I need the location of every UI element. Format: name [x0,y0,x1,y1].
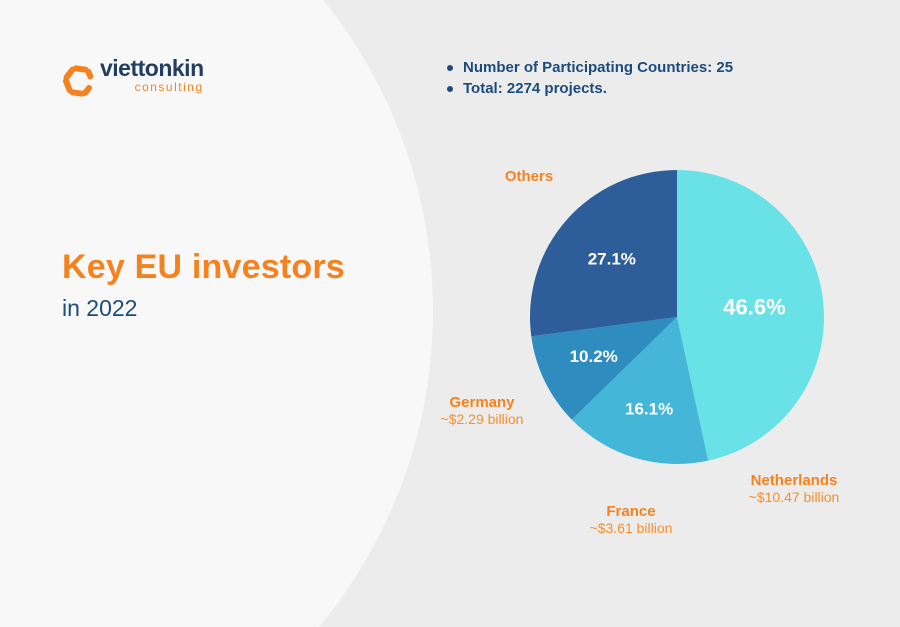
slice-label-country: Germany [449,394,515,411]
bullet-dot-icon [447,65,453,71]
slice-label-country: France [606,503,656,520]
slice-label-germany: Germany ~$2.29 billion [441,394,524,427]
pie-percent-label-netherlands: 46.6% [723,295,785,320]
slice-label-netherlands: Netherlands ~$10.47 billion [749,472,840,505]
page-title: Key EU investors [62,248,345,286]
slice-label-others: Others [505,168,553,185]
pie-slice-france [571,317,709,465]
stat-item-countries: Number of Participating Countries: 25 [447,60,733,76]
background-circle-decoration [0,0,433,627]
viettonkin-hexagon-c-icon [62,65,94,97]
slice-label-france: France ~$3.61 billion [590,503,673,536]
pie-chart: 46.6% 16.1% 10.2% 27.1% [530,170,825,465]
logo-subbrand: consulting [134,80,204,95]
stats-list: Number of Participating Countries: 25 To… [447,60,733,102]
bullet-dot-icon [447,86,453,92]
stat-text-projects: Total: 2274 projects. [463,80,607,97]
stat-item-projects: Total: 2274 projects. [447,81,733,97]
pie-percent-label-germany: 10.2% [570,347,618,366]
pie-percent-label-others: 27.1% [588,249,636,268]
logo: viettonkin consulting [60,55,204,104]
slice-label-amount: ~$2.29 billion [440,411,524,427]
pie-slice-netherlands [677,170,825,461]
slice-label-amount: ~$3.61 billion [589,520,673,536]
logo-brand: viettonkin [100,55,204,81]
page-subtitle: in 2022 [62,295,138,322]
stat-text-countries: Number of Participating Countries: 25 [463,59,734,76]
slice-label-country: Others [504,168,554,185]
pie-slice-germany [531,317,677,420]
slice-label-amount: ~$10.47 billion [748,489,840,505]
slice-label-country: Netherlands [750,472,838,489]
title-block: Key EU investors in 2022 [62,248,345,322]
logo-text: viettonkin consulting [100,55,204,95]
pie-percent-label-france: 16.1% [625,399,673,418]
pie-slice-others [530,170,677,337]
